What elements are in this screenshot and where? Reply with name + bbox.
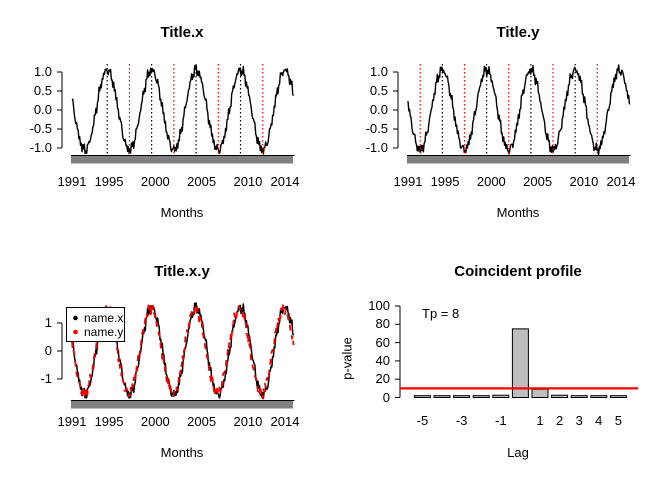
x-tick-label: 1991: [393, 174, 423, 189]
series-name.y: [71, 302, 295, 400]
bar-lag-3: [570, 395, 588, 399]
x-tick-label: 2005: [187, 174, 217, 189]
tp-annotation: Tp = 8: [422, 306, 460, 321]
x-tick-label: 3: [575, 413, 583, 428]
legend-label-name-y: name.y: [84, 325, 124, 339]
y-tick-label: 1.0: [33, 64, 52, 79]
y-tick-label: -1.0: [365, 140, 388, 155]
y-tick-label: 0.0: [33, 102, 52, 117]
x-tick-label: 2014: [270, 174, 300, 189]
x-tick-label: 1995: [94, 414, 124, 429]
xlabel-months-top-left: Months: [160, 205, 204, 220]
panel-title-coincident: Coincident profile: [454, 263, 582, 280]
line-panel-Title.x.y: [57, 302, 295, 409]
bar-lag-0: [511, 328, 529, 398]
x-tick-label: 2000: [140, 414, 170, 429]
y-tick-label: 1: [44, 315, 52, 330]
xlabel-months-bottom-left: Months: [160, 445, 204, 460]
y-tick-label: 60: [375, 334, 390, 350]
x-tick-label: -5: [416, 413, 429, 428]
legend-box: [66, 307, 125, 342]
x-tick-label: 2014: [270, 414, 300, 429]
x-tick-label: -1: [495, 413, 507, 428]
x-tick-label: 1995: [94, 174, 124, 189]
xlabel-months-top-right: Months: [496, 205, 540, 220]
bar-lag--5: [413, 395, 431, 399]
x-tick-label: 4: [595, 413, 603, 428]
x-tick-label: 2: [555, 413, 564, 428]
y-tick-label: -0.5: [365, 121, 388, 136]
line-panel-Title.x: [57, 64, 295, 164]
panel-title-y: Title.y: [496, 24, 540, 41]
y-tick-label: 1.0: [369, 64, 388, 79]
x-tick-label: 2010: [233, 414, 263, 429]
series-Title.x: [71, 64, 295, 155]
x-tick-label: 2000: [476, 174, 506, 189]
bar-lag-1: [531, 388, 549, 399]
bar-lag-2: [551, 394, 569, 398]
bar-lag-5: [609, 395, 627, 399]
x-tick-label: 2005: [523, 174, 553, 189]
x-tick-label: 5: [614, 413, 622, 428]
bar-panel-coincident-profile: [395, 305, 638, 399]
x-tick-label: 1991: [57, 414, 87, 429]
panel-title-x: Title.x: [160, 24, 204, 41]
y-tick-label: 0.0: [369, 102, 388, 117]
legend-marker-name.y: [73, 329, 78, 335]
bar-lag--1: [492, 394, 510, 398]
y-tick-label: 0.5: [369, 83, 388, 98]
legend-label-name-x: name.x: [84, 311, 124, 325]
x-tick-label: 1991: [57, 174, 87, 189]
y-tick-label: 40: [375, 352, 390, 368]
bar-lag-4: [590, 395, 608, 399]
x-tick-label: -3: [455, 413, 468, 428]
y-tick-label: 0.5: [33, 83, 52, 98]
series-Title.y: [407, 64, 631, 156]
bar-lag--3: [453, 395, 471, 399]
xlabel-lag: Lag: [507, 445, 529, 460]
y-tick-label: -0.5: [29, 121, 52, 136]
x-tick-label: 1995: [430, 174, 460, 189]
panel-title-xy: Title.x.y: [154, 263, 210, 280]
y-tick-label: -1: [40, 371, 52, 386]
x-tick-label: 2014: [606, 174, 636, 189]
bar-lag--4: [433, 395, 451, 399]
y-tick-label: 100: [368, 298, 390, 313]
legend-marker-name.x: [73, 315, 78, 321]
y-tick-label: 80: [375, 316, 390, 332]
y-tick-label: 0: [44, 343, 52, 358]
y-tick-label: -1.0: [29, 140, 52, 155]
line-panel-Title.y: [393, 64, 631, 164]
x-tick-label: 2000: [140, 174, 170, 189]
bar-lag--2: [472, 395, 490, 399]
x-tick-label: 1: [536, 413, 544, 428]
y-tick-label: 20: [375, 371, 390, 387]
y-tick-label: 0: [382, 389, 390, 405]
x-tick-label: 2005: [187, 414, 217, 429]
x-tick-label: 2010: [233, 174, 263, 189]
x-tick-label: 2010: [569, 174, 599, 189]
